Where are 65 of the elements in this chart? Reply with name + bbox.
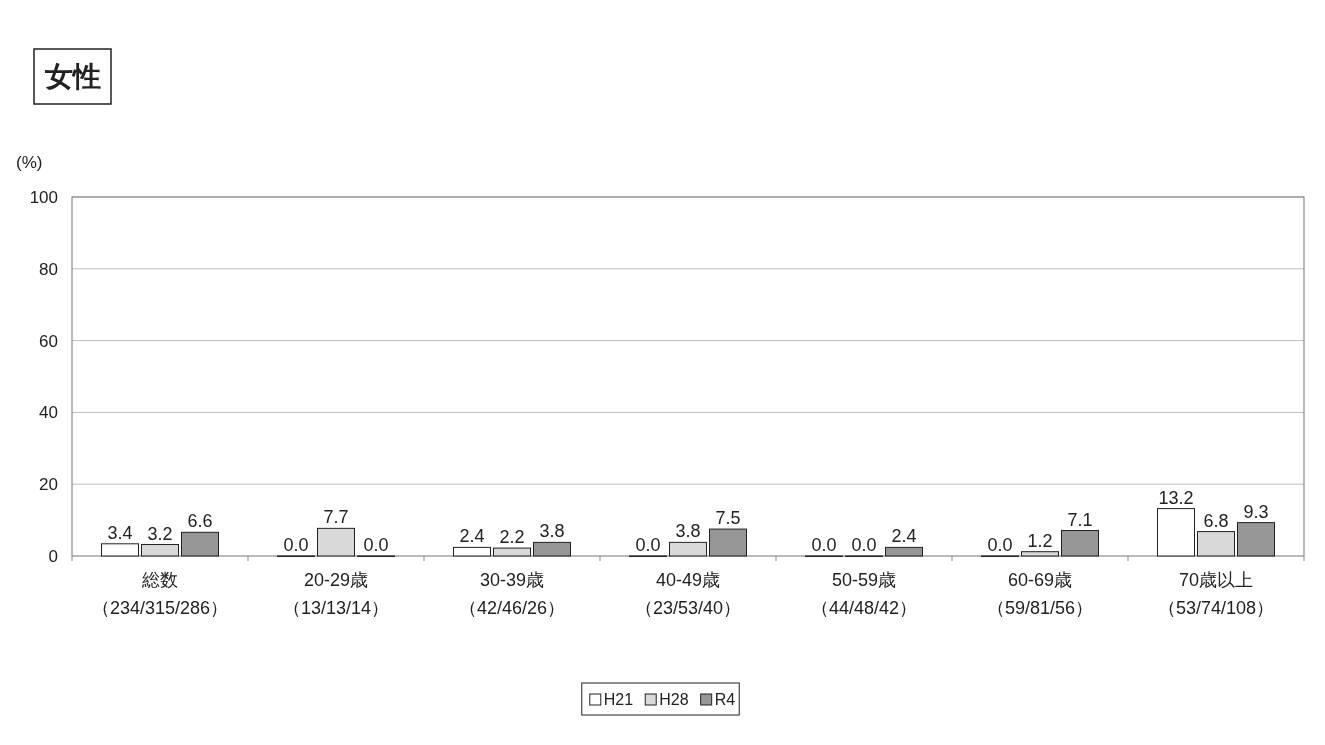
x-tick-label: 30-39歳（42/46/26） bbox=[458, 570, 566, 618]
data-label: 2.4 bbox=[459, 526, 485, 547]
data-label: 0.0 bbox=[363, 535, 389, 555]
bar: 0.0 bbox=[981, 535, 1019, 557]
data-label: 7.1 bbox=[1067, 509, 1093, 530]
data-label: 13.2 bbox=[1158, 487, 1194, 508]
x-tick-label: 50-59歳（44/48/42） bbox=[810, 570, 918, 618]
data-label: 2.2 bbox=[499, 527, 525, 548]
legend-label: H28 bbox=[659, 691, 689, 708]
y-tick-label: 20 bbox=[39, 475, 58, 495]
y-tick-label: 60 bbox=[39, 331, 58, 351]
bar: 3.4 bbox=[101, 522, 139, 557]
bar: 1.2 bbox=[1021, 530, 1059, 557]
data-label: 6.8 bbox=[1203, 510, 1229, 531]
data-label: 2.4 bbox=[891, 526, 917, 547]
bar: 0.0 bbox=[805, 535, 843, 557]
data-label: 9.3 bbox=[1243, 501, 1269, 522]
legend-label: R4 bbox=[714, 691, 736, 708]
bar: 7.7 bbox=[317, 507, 355, 557]
bar bbox=[1197, 531, 1235, 557]
bar bbox=[453, 546, 491, 557]
y-axis-title: (%) bbox=[16, 153, 43, 172]
data-label: 7.5 bbox=[715, 508, 741, 529]
bar bbox=[317, 527, 355, 557]
bar bbox=[1157, 508, 1195, 557]
chart-title: 女性 bbox=[44, 61, 101, 92]
data-label: 0.0 bbox=[811, 535, 837, 555]
x-tick-label: 70歳以上（53/74/108） bbox=[1157, 570, 1275, 618]
data-label: 1.2 bbox=[1027, 530, 1053, 551]
data-label: 0.0 bbox=[635, 535, 661, 555]
bar: 6.6 bbox=[181, 511, 219, 557]
data-label: 7.7 bbox=[323, 507, 349, 528]
bar: 7.5 bbox=[709, 508, 747, 557]
bar: 0.0 bbox=[277, 535, 315, 557]
y-tick-label: 0 bbox=[48, 547, 58, 566]
bar: 3.8 bbox=[533, 521, 571, 557]
data-label: 3.2 bbox=[147, 523, 173, 544]
bar: 2.2 bbox=[493, 527, 531, 557]
bar bbox=[1021, 551, 1059, 557]
y-tick-label: 40 bbox=[39, 403, 58, 423]
y-tick-label: 100 bbox=[29, 188, 58, 207]
data-label: 0.0 bbox=[987, 535, 1013, 555]
bar: 2.4 bbox=[453, 526, 491, 557]
bar: 3.8 bbox=[669, 521, 707, 557]
x-tick-label: 総数（234/315/286） bbox=[91, 570, 229, 618]
data-label: 0.0 bbox=[851, 535, 877, 555]
x-tick-label: 40-49歳（23/53/40） bbox=[634, 570, 742, 618]
bar: 0.0 bbox=[845, 535, 883, 557]
bar: 3.2 bbox=[141, 523, 179, 557]
bar bbox=[141, 544, 179, 557]
legend-label: H21 bbox=[603, 691, 634, 708]
bar bbox=[669, 541, 707, 557]
data-label: 6.6 bbox=[187, 511, 213, 532]
x-tick-label: 20-29歳（13/13/14） bbox=[282, 570, 390, 618]
bar: 0.0 bbox=[629, 535, 667, 557]
y-tick-label: 80 bbox=[39, 259, 58, 279]
data-label: 0.0 bbox=[283, 535, 309, 555]
bar bbox=[101, 543, 139, 557]
bar: 0.0 bbox=[357, 535, 395, 557]
bar: 2.4 bbox=[885, 526, 923, 557]
data-label: 3.4 bbox=[107, 522, 133, 543]
x-tick-label: 60-69歳（59/81/56） bbox=[986, 570, 1094, 618]
bar bbox=[493, 547, 531, 557]
data-label: 3.8 bbox=[675, 521, 701, 542]
data-label: 3.8 bbox=[539, 521, 565, 542]
